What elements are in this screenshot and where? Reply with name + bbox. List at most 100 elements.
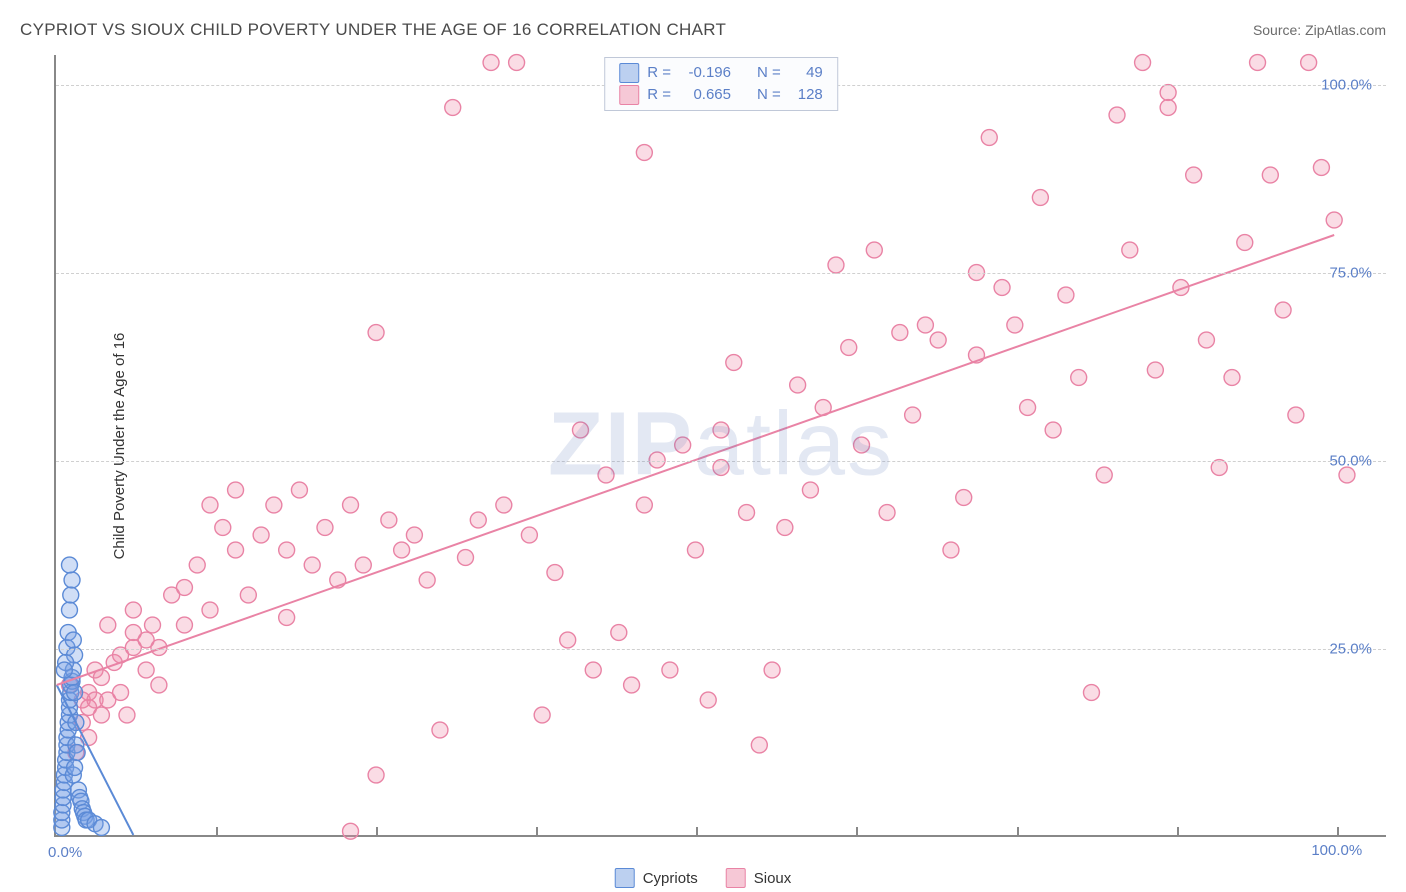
legend-row-sioux: R = 0.665 N = 128 [619, 84, 823, 106]
data-point [624, 677, 640, 693]
data-point [547, 565, 563, 581]
data-point [483, 55, 499, 71]
n-value-0: 49 [789, 62, 823, 84]
legend-label-sioux: Sioux [754, 870, 792, 887]
x-tick [1177, 827, 1179, 837]
data-point [866, 242, 882, 258]
legend-row-cypriots: R = -0.196 N = 49 [619, 62, 823, 84]
swatch-sioux-bottom [726, 868, 746, 888]
x-tick [216, 827, 218, 837]
data-point [381, 512, 397, 528]
r-value-1: 0.665 [679, 84, 731, 106]
data-point [585, 662, 601, 678]
data-point [445, 100, 461, 116]
data-point [598, 467, 614, 483]
data-point [1135, 55, 1151, 71]
swatch-cypriots [619, 63, 639, 83]
data-point [202, 602, 218, 618]
data-point [1198, 332, 1214, 348]
data-point [1250, 55, 1266, 71]
source-attribution: Source: ZipAtlas.com [1253, 22, 1386, 38]
source-prefix: Source: [1253, 22, 1305, 38]
x-tick [696, 827, 698, 837]
data-point [1109, 107, 1125, 123]
data-point [125, 602, 141, 618]
data-point [1020, 400, 1036, 416]
data-point [119, 707, 135, 723]
data-point [675, 437, 691, 453]
data-point [1007, 317, 1023, 333]
data-point [777, 520, 793, 536]
data-point [572, 422, 588, 438]
origin-label: 0.0% [48, 844, 82, 861]
data-point [470, 512, 486, 528]
data-point [1301, 55, 1317, 71]
data-point [228, 542, 244, 558]
data-point [739, 505, 755, 521]
data-point [291, 482, 307, 498]
y-tick-label: 25.0% [1329, 641, 1372, 658]
data-point [63, 587, 79, 603]
plot-area: ZIPatlas R = -0.196 N = 49 R = 0.665 N = [54, 55, 1386, 837]
data-point [521, 527, 537, 543]
data-point [93, 707, 109, 723]
x-tick [1017, 827, 1019, 837]
data-point [1288, 407, 1304, 423]
source-name: ZipAtlas.com [1305, 22, 1386, 38]
n-label-1: N = [757, 84, 781, 106]
data-point [994, 280, 1010, 296]
x-tick [536, 827, 538, 837]
data-point [394, 542, 410, 558]
data-point [113, 685, 129, 701]
data-point [1071, 370, 1087, 386]
data-point [240, 587, 256, 603]
data-point [560, 632, 576, 648]
data-point [930, 332, 946, 348]
data-point [368, 767, 384, 783]
data-point [317, 520, 333, 536]
data-point [713, 422, 729, 438]
data-point [61, 602, 77, 618]
swatch-cypriots-bottom [615, 868, 635, 888]
n-value-1: 128 [789, 84, 823, 106]
data-point [981, 130, 997, 146]
data-point [458, 550, 474, 566]
data-point [841, 340, 857, 356]
data-point [1122, 242, 1138, 258]
x-tick [376, 827, 378, 837]
data-point [751, 737, 767, 753]
data-point [636, 145, 652, 161]
data-point [534, 707, 550, 723]
data-point [509, 55, 525, 71]
data-point [700, 692, 716, 708]
data-point [432, 722, 448, 738]
data-point [176, 617, 192, 633]
data-point [726, 355, 742, 371]
data-point [67, 760, 83, 776]
data-point [611, 625, 627, 641]
y-tick-label: 100.0% [1321, 77, 1372, 94]
y-tick-label: 50.0% [1329, 453, 1372, 470]
trend-line [57, 235, 1334, 685]
data-point [662, 662, 678, 678]
data-point [279, 610, 295, 626]
data-point [687, 542, 703, 558]
data-point [892, 325, 908, 341]
data-point [649, 452, 665, 468]
data-point [917, 317, 933, 333]
data-point [1045, 422, 1061, 438]
data-point [1326, 212, 1342, 228]
legend-stats: R = -0.196 N = 49 R = 0.665 N = 128 [604, 57, 838, 111]
data-point [956, 490, 972, 506]
data-point [1186, 167, 1202, 183]
data-point [145, 617, 161, 633]
x-tick [1337, 827, 1339, 837]
data-point [138, 662, 154, 678]
data-point [65, 632, 81, 648]
data-point [406, 527, 422, 543]
data-point [802, 482, 818, 498]
data-point [100, 617, 116, 633]
data-point [790, 377, 806, 393]
data-point [64, 572, 80, 588]
data-point [253, 527, 269, 543]
